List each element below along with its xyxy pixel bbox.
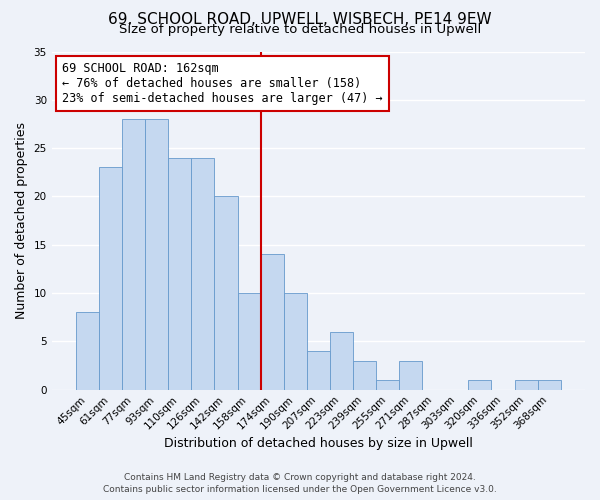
Bar — [399, 360, 422, 390]
Bar — [515, 380, 538, 390]
Bar — [284, 293, 307, 390]
Bar — [469, 380, 491, 390]
Bar — [238, 293, 260, 390]
Text: Size of property relative to detached houses in Upwell: Size of property relative to detached ho… — [119, 22, 481, 36]
Text: 69, SCHOOL ROAD, UPWELL, WISBECH, PE14 9EW: 69, SCHOOL ROAD, UPWELL, WISBECH, PE14 9… — [108, 12, 492, 28]
Bar — [214, 196, 238, 390]
Bar — [76, 312, 99, 390]
Bar — [168, 158, 191, 390]
Y-axis label: Number of detached properties: Number of detached properties — [15, 122, 28, 319]
X-axis label: Distribution of detached houses by size in Upwell: Distribution of detached houses by size … — [164, 437, 473, 450]
Bar — [307, 351, 330, 390]
Bar — [376, 380, 399, 390]
Bar — [260, 254, 284, 390]
Bar — [99, 168, 122, 390]
Bar — [353, 360, 376, 390]
Bar — [538, 380, 561, 390]
Bar — [145, 119, 168, 390]
Bar — [191, 158, 214, 390]
Text: 69 SCHOOL ROAD: 162sqm
← 76% of detached houses are smaller (158)
23% of semi-de: 69 SCHOOL ROAD: 162sqm ← 76% of detached… — [62, 62, 383, 104]
Text: Contains HM Land Registry data © Crown copyright and database right 2024.
Contai: Contains HM Land Registry data © Crown c… — [103, 472, 497, 494]
Bar — [122, 119, 145, 390]
Bar — [330, 332, 353, 390]
